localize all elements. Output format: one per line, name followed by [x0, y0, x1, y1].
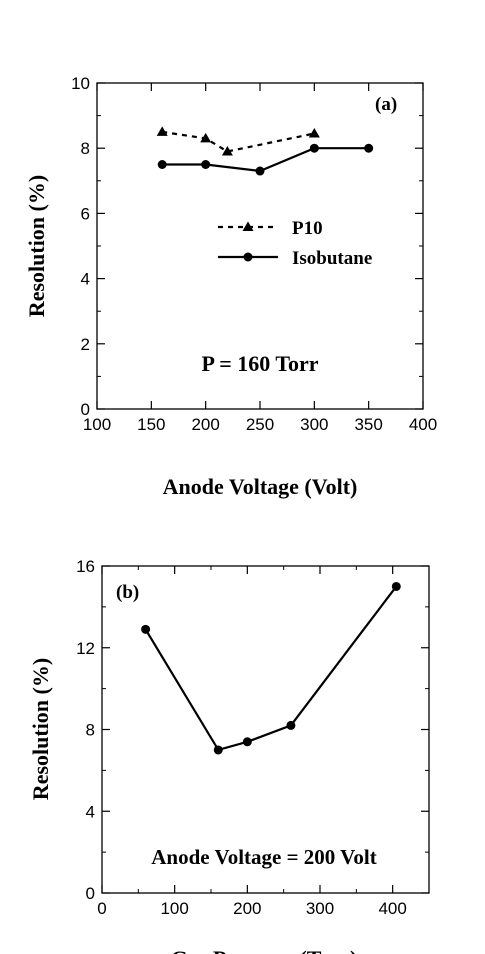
ticks-b [101, 565, 429, 894]
data-point-circle [213, 745, 223, 755]
legend-a: P10 Isobutane [218, 218, 372, 269]
y-tick-label: 12 [76, 639, 95, 658]
x-tick-label: 200 [233, 899, 261, 918]
x-tick-label: 400 [409, 415, 437, 434]
y-tick-label: 6 [81, 204, 90, 223]
panel-label-a: (a) [375, 94, 397, 115]
data-point-circle [141, 624, 151, 634]
series-line-a-0 [162, 130, 315, 153]
legend-label-p10: P10 [292, 218, 323, 239]
y-axis-title-b: Resolution (%) [28, 658, 53, 800]
x-tick-label: 350 [354, 415, 382, 434]
tick-labels-b: 0 100 200 300 400 0 4 8 12 16 [76, 557, 407, 918]
x-tick-label: 200 [191, 415, 219, 434]
x-tick-label: 100 [160, 899, 188, 918]
legend-marker-p10 [242, 221, 254, 231]
data-point-circle [157, 160, 167, 169]
series-line-b-0 [144, 585, 398, 752]
y-tick-label: 4 [81, 270, 90, 289]
annotation-pressure: P = 160 Torr [201, 351, 318, 376]
annotation-anode-voltage: Anode Voltage = 200 Volt [151, 845, 377, 869]
legend-label-isobutane: Isobutane [292, 248, 372, 269]
data-point-circle [242, 737, 252, 747]
panel-label-b: (b) [116, 582, 139, 603]
ticks-a [96, 82, 424, 410]
y-tick-label: 4 [86, 802, 95, 821]
x-axis-title-a: Anode Voltage (Volt) [163, 474, 358, 499]
chart-panel-a: 100 150 200 250 300 350 400 0 2 4 6 8 10 (a) P10 Iso… [24, 74, 437, 499]
y-tick-label: 0 [86, 884, 95, 903]
data-point-circle [391, 581, 401, 591]
x-tick-label: 0 [97, 899, 106, 918]
x-tick-label: 300 [300, 415, 328, 434]
data-point-triangle [200, 132, 212, 143]
y-tick-label: 8 [86, 721, 95, 740]
data-point-circle [309, 143, 319, 153]
data-point-triangle [308, 128, 320, 138]
data-point-triangle [221, 145, 233, 156]
series-group-a [156, 126, 374, 176]
y-tick-label: 10 [71, 74, 90, 93]
data-point-circle [201, 160, 211, 169]
series-group-b [141, 581, 401, 755]
x-tick-label: 400 [378, 899, 406, 918]
x-tick-label: 250 [246, 415, 274, 434]
y-tick-label: 2 [81, 335, 90, 354]
data-point-circle [364, 143, 374, 153]
tick-labels-a: 100 150 200 250 300 350 400 0 2 4 6 8 10 [71, 74, 437, 434]
x-axis-title-b: Gas Pressure (Torr) [171, 946, 358, 954]
y-tick-label: 8 [81, 139, 90, 158]
plot-frame-b [101, 565, 430, 894]
chart-panel-b: 0 100 200 300 400 0 4 8 12 16 (b) Anode Voltage =… [28, 557, 430, 954]
data-point-triangle [156, 126, 168, 136]
data-point-circle [255, 166, 265, 176]
y-tick-label: 16 [76, 557, 95, 576]
series-line-a-1 [162, 147, 369, 173]
y-tick-label: 0 [81, 400, 90, 419]
x-tick-label: 300 [306, 899, 334, 918]
data-point-circle [286, 720, 296, 730]
y-axis-title-a: Resolution (%) [24, 175, 49, 317]
legend-marker-isobutane [243, 252, 253, 262]
x-tick-label: 100 [83, 415, 111, 434]
x-tick-label: 150 [137, 415, 165, 434]
